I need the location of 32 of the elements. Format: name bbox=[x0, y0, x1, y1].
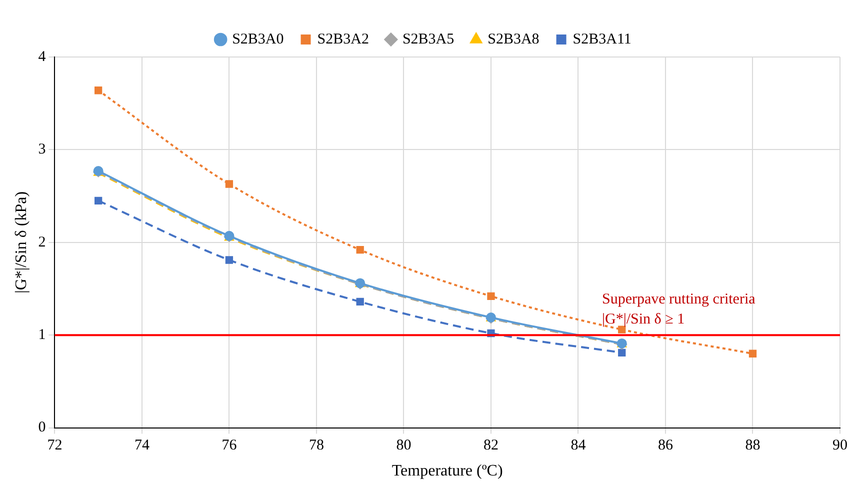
legend-label: S2B3A5 bbox=[402, 31, 454, 48]
x-tick-label: 72 bbox=[47, 438, 62, 454]
legend-label: S2B3A0 bbox=[232, 31, 284, 48]
ref-line-label: Superpave rutting criteria |G*|/Sin δ ≥ 1 bbox=[602, 292, 756, 328]
x-tick-label: 74 bbox=[134, 438, 150, 454]
y-tick-label: 1 bbox=[38, 327, 46, 344]
point bbox=[356, 298, 364, 306]
y-tick-label: 3 bbox=[38, 142, 46, 158]
legend-label: S2B3A8 bbox=[488, 31, 540, 48]
y-axis-title: |G*|/Sin δ (kPa) bbox=[12, 191, 30, 294]
legend-label: S2B3A2 bbox=[317, 31, 369, 48]
x-tick-label: 82 bbox=[483, 438, 498, 454]
point bbox=[618, 348, 626, 357]
x-tick-label: 84 bbox=[570, 438, 586, 454]
point bbox=[225, 180, 234, 188]
point bbox=[94, 86, 102, 94]
point bbox=[748, 350, 757, 358]
legend-label: S2B3A11 bbox=[572, 31, 632, 48]
point bbox=[356, 246, 364, 254]
x-tick-label: 90 bbox=[832, 438, 848, 454]
y-tick-label: 2 bbox=[38, 234, 46, 250]
x-tick-label: 88 bbox=[745, 438, 760, 454]
x-tick-label: 76 bbox=[222, 438, 238, 454]
x-tick-label: 80 bbox=[396, 438, 412, 454]
x-tick-label: 86 bbox=[658, 438, 674, 454]
x-tick-label: 78 bbox=[308, 438, 324, 454]
x-axis-title: Temperature (ºC) bbox=[392, 462, 503, 480]
y-tick-label: 4 bbox=[38, 48, 46, 65]
y-tick-label: 0 bbox=[38, 420, 46, 436]
point bbox=[225, 256, 234, 264]
point bbox=[487, 292, 495, 300]
point bbox=[94, 196, 102, 205]
